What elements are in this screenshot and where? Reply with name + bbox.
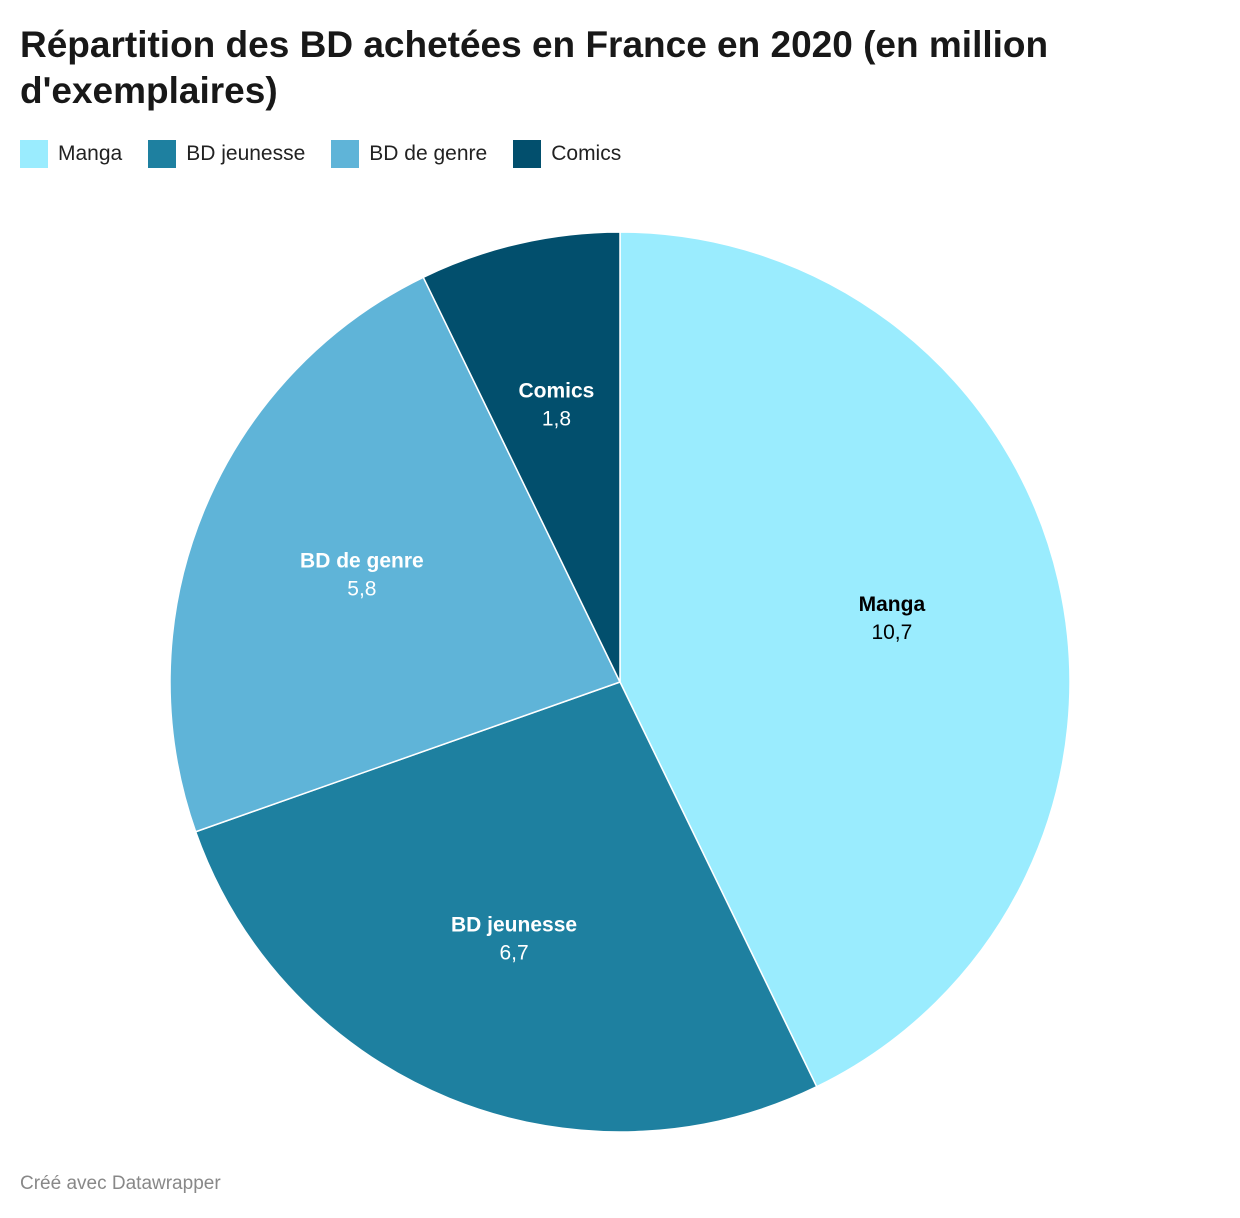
legend-item-bd-jeunesse: BD jeunesse [148, 140, 305, 168]
footer-credit[interactable]: Créé avec Datawrapper [20, 1173, 221, 1194]
legend-swatch [148, 140, 177, 168]
legend-label: BD de genre [369, 142, 488, 165]
slice-value: 5,8 [347, 578, 376, 601]
slice-label: BD de genre [300, 550, 424, 573]
legend-label: BD jeunesse [186, 142, 306, 165]
pie-slice-bd-jeunesse[interactable] [194, 681, 818, 1133]
chart-title: Répartition des BD achetées en France en… [20, 24, 1049, 111]
slice-label: Manga [859, 593, 926, 616]
pie-slice-manga[interactable] [619, 231, 1071, 1088]
pie-slice-comics[interactable] [422, 231, 621, 683]
legend-label: Comics [551, 142, 622, 165]
slice-value: 6,7 [499, 942, 528, 965]
legend-item-bd-de-genre: BD de genre [331, 140, 487, 168]
legend-label: Manga [58, 142, 123, 165]
slice-label: BD jeunesse [451, 914, 577, 937]
legend-item-manga: Manga [20, 140, 122, 168]
legend-swatch [20, 140, 48, 168]
pie-slice-bd-de-genre[interactable] [169, 276, 622, 833]
slice-value: 1,8 [542, 407, 571, 430]
slice-label: Comics [518, 379, 594, 402]
legend: Manga BD jeunesse BD de genre Comics [20, 140, 621, 168]
legend-swatch [331, 140, 360, 168]
legend-item-comics: Comics [513, 140, 621, 168]
slice-value: 10,7 [871, 621, 912, 644]
legend-swatch [513, 140, 542, 168]
